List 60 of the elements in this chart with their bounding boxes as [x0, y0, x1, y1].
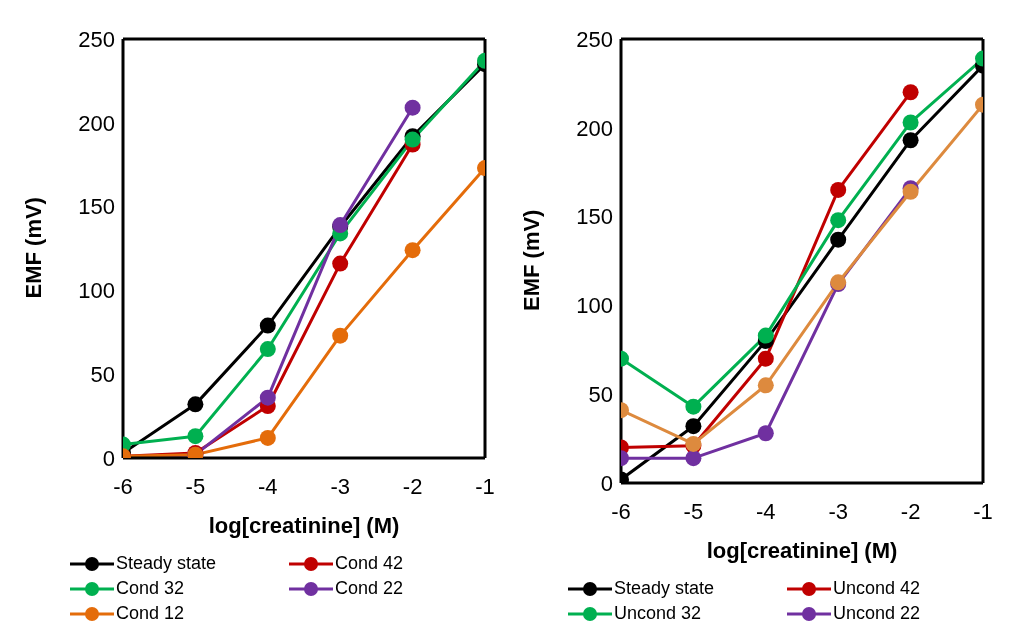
point	[332, 327, 349, 344]
x-tick-label: -2	[402, 473, 423, 499]
x-tick-label: -5	[185, 473, 206, 499]
y-tick-label: 250	[78, 26, 115, 52]
y-tick-label: 150	[78, 194, 115, 220]
point	[757, 377, 774, 394]
y-tick-label: 100	[576, 293, 613, 319]
legend-label: Cond 32	[116, 578, 185, 599]
legend-label: Uncond 32	[614, 603, 702, 624]
point	[902, 114, 919, 131]
x-tick-label: -3	[330, 473, 350, 499]
legend-label: Cond 12	[116, 603, 185, 624]
point	[259, 429, 276, 446]
point	[757, 425, 774, 442]
x-tick-label: -3	[828, 498, 848, 524]
x-tick-label: -6	[611, 498, 631, 524]
y-tick-label: 100	[78, 278, 115, 304]
y-axis-title: EMF (mV)	[20, 197, 46, 299]
x-tick-label: -5	[683, 498, 704, 524]
point	[685, 418, 702, 435]
y-tick-label: 250	[576, 26, 613, 52]
point	[332, 255, 349, 272]
point	[902, 84, 919, 101]
point	[830, 231, 847, 248]
legend-label: Steady state	[614, 578, 715, 599]
point	[187, 428, 204, 445]
x-axis-title: log[creatinine] (M)	[208, 513, 400, 538]
y-tick-label: 200	[576, 115, 613, 141]
x-axis-title: log[creatinine] (M)	[706, 538, 898, 563]
y-tick-label: 150	[576, 204, 613, 230]
legend-label: Cond 42	[335, 553, 404, 574]
legend-label: Uncond 42	[833, 578, 921, 599]
x-tick-label: -4	[258, 473, 278, 499]
point	[757, 350, 774, 367]
point	[757, 327, 774, 344]
x-tick-label: -1	[475, 473, 495, 499]
point	[404, 99, 421, 116]
x-tick-label: -4	[756, 498, 776, 524]
x-tick-label: -6	[113, 473, 133, 499]
point	[259, 341, 276, 358]
y-tick-label: 0	[102, 445, 115, 471]
y-tick-label: 200	[78, 110, 115, 136]
point	[830, 181, 847, 198]
point	[902, 132, 919, 149]
point	[685, 398, 702, 415]
point	[259, 317, 276, 334]
point	[830, 212, 847, 229]
point	[404, 242, 421, 259]
x-tick-label: -2	[900, 498, 921, 524]
y-tick-label: 0	[600, 470, 613, 496]
legend-label: Steady state	[116, 553, 217, 574]
point	[187, 396, 204, 413]
legend-label: Cond 22	[335, 578, 404, 599]
legend-label: Uncond 22	[833, 603, 921, 624]
point	[685, 450, 702, 467]
y-tick-label: 50	[90, 362, 115, 388]
point	[259, 389, 276, 406]
y-tick-label: 50	[588, 382, 613, 408]
x-tick-label: -1	[973, 498, 993, 524]
y-axis-title: EMF (mV)	[518, 209, 544, 311]
